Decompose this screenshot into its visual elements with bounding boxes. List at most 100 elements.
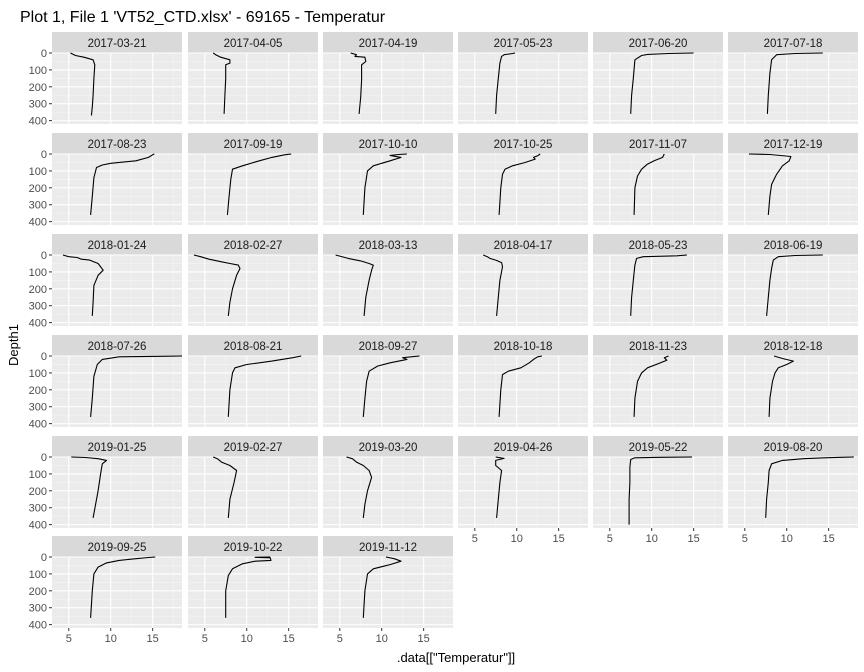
facet-strip	[188, 32, 318, 53]
facet-panel-2017-06-20: 2017-06-20	[593, 32, 723, 124]
facet-plot-background	[458, 154, 588, 225]
temperature-profile-line	[90, 355, 183, 417]
y-tick-label: 0	[41, 48, 47, 60]
facet-strip	[593, 436, 723, 457]
facet-strip-label: 2018-05-23	[629, 240, 688, 252]
x-tick-label: 15	[823, 533, 835, 545]
facet-plot-background	[593, 255, 723, 326]
facet-plot-background	[188, 255, 318, 326]
facet-strip	[188, 536, 318, 557]
facet-strip-label: 2017-07-18	[764, 38, 823, 50]
facet-plot-background	[188, 53, 318, 124]
y-tick-label: 300	[29, 603, 47, 615]
facet-strip-label: 2017-04-05	[224, 38, 283, 50]
facet-plot-background	[593, 457, 723, 528]
temperature-profile-line	[766, 52, 823, 114]
facet-strip-label: 2018-01-24	[88, 240, 147, 252]
x-tick-label: 10	[105, 633, 117, 645]
facet-panel-2019-05-22: 2019-05-22 5 10 15	[593, 436, 723, 545]
x-tick-label: 10	[241, 633, 253, 645]
y-tick-label: 200	[29, 82, 47, 94]
x-tick-label: 15	[283, 633, 295, 645]
temperature-profile-line	[633, 355, 669, 417]
facet-strip-label: 2019-08-20	[764, 442, 823, 454]
y-tick-label: 400	[29, 620, 47, 632]
y-tick-label: 400	[29, 116, 47, 128]
facet-panel-2018-10-18: 2018-10-18	[458, 335, 588, 427]
facet-strip-label: 2019-10-22	[224, 542, 283, 554]
facet-panel-2018-08-21: 2018-08-21	[188, 335, 318, 427]
y-tick-label: 0	[41, 250, 47, 262]
facet-strip	[593, 335, 723, 356]
temperature-profile-line	[90, 153, 155, 215]
facet-plot-background	[593, 53, 723, 124]
facet-plot-background	[188, 154, 318, 225]
x-tick-label: 15	[418, 633, 430, 645]
facet-plot-background	[728, 154, 858, 225]
facet-plot-background	[188, 557, 318, 628]
temperature-profile-line	[212, 456, 238, 518]
y-tick-label: 400	[29, 419, 47, 431]
x-tick-label: 5	[607, 533, 613, 545]
facet-strip-label: 2017-05-23	[494, 38, 553, 50]
y-tick-label: 0	[41, 351, 47, 363]
facet-plot-background	[52, 255, 182, 326]
facet-panel-2017-10-10: 2017-10-10	[323, 133, 453, 225]
temperature-profile-line	[90, 556, 156, 618]
facet-strip	[728, 335, 858, 356]
facet-strip	[52, 32, 182, 53]
facet-strip	[323, 133, 453, 154]
facet-strip	[458, 234, 588, 255]
facet-panel-2018-07-26: 2018-07-26 0 100 200 300 400	[29, 335, 183, 431]
facet-strip-label: 2018-06-19	[764, 240, 823, 252]
facet-strip	[728, 234, 858, 255]
facet-plot-background	[323, 356, 453, 427]
x-axis-title: .data[["Temperatur"]]	[397, 650, 515, 665]
facet-plot-background	[458, 457, 588, 528]
x-tick-label: 5	[742, 533, 748, 545]
y-tick-label: 200	[29, 586, 47, 598]
temperature-profile-line	[362, 355, 420, 417]
facet-plot-background	[323, 53, 453, 124]
facet-plot-background	[323, 255, 453, 326]
facet-strip-label: 2019-04-26	[494, 442, 553, 454]
temperature-profile-line	[362, 556, 402, 618]
facet-strip-label: 2018-10-18	[494, 341, 553, 353]
facet-panel-2019-08-20: 2019-08-20 5 10 15	[728, 436, 858, 545]
temperature-profile-line	[226, 153, 292, 215]
facet-strip	[593, 32, 723, 53]
facet-strip	[323, 234, 453, 255]
y-tick-label: 100	[29, 368, 47, 380]
facet-strip-label: 2018-04-17	[494, 240, 553, 252]
facet-strip	[458, 133, 588, 154]
facet-panel-2017-10-25: 2017-10-25	[458, 133, 588, 225]
facet-strip-label: 2018-07-26	[88, 341, 147, 353]
facet-panel-2017-07-18: 2017-07-18	[728, 32, 858, 124]
temperature-profile-line	[630, 52, 694, 114]
facet-strip-label: 2019-09-25	[88, 542, 147, 554]
y-tick-label: 300	[29, 301, 47, 313]
y-tick-label: 400	[29, 318, 47, 330]
facet-strip-label: 2017-09-19	[224, 139, 283, 151]
facet-panel-2018-03-13: 2018-03-13	[323, 234, 453, 326]
y-tick-label: 0	[41, 452, 47, 464]
x-tick-label: 10	[781, 533, 793, 545]
facet-plot-background	[188, 457, 318, 528]
y-tick-label: 100	[29, 267, 47, 279]
facet-panel-2017-04-19: 2017-04-19	[323, 32, 453, 124]
facet-strip-label: 2018-03-13	[359, 240, 418, 252]
y-tick-label: 200	[29, 183, 47, 195]
facet-panel-2019-11-12: 2019-11-12 5 10 15	[323, 536, 453, 645]
facet-strip	[458, 32, 588, 53]
facet-strip-label: 2019-01-25	[88, 442, 147, 454]
facet-strip-label: 2017-12-19	[764, 139, 823, 151]
x-tick-label: 10	[376, 633, 388, 645]
facet-panel-2017-11-07: 2017-11-07	[593, 133, 723, 225]
facet-plot-background	[323, 557, 453, 628]
facet-panel-2017-03-21: 2017-03-21 0 100 200 300 400	[29, 32, 182, 128]
temperature-profile-line	[362, 153, 407, 215]
y-tick-label: 300	[29, 503, 47, 515]
temperature-profile-line	[633, 153, 665, 215]
